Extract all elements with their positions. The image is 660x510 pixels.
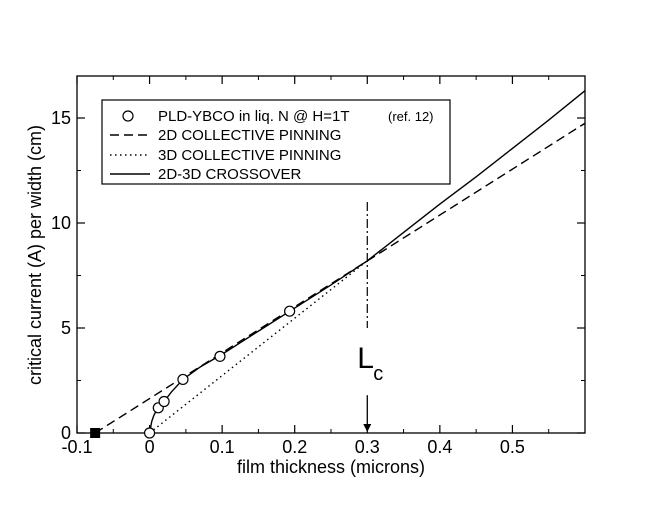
data-point <box>177 373 189 386</box>
crossover-label: L <box>357 342 374 375</box>
legend-label-1: 2D COLLECTIVE PINNING <box>158 127 341 144</box>
crossover-label-sub: c <box>373 363 383 385</box>
legend-ref: (ref. 12) <box>388 109 434 124</box>
data-point <box>214 350 226 362</box>
intercept-marker <box>90 428 101 438</box>
x-axis-label: film thickness (microns) <box>237 457 425 477</box>
x-tick-label: 0.4 <box>427 437 452 457</box>
series-line-1 <box>94 122 586 434</box>
y-tick-label: 10 <box>51 213 71 233</box>
data-point <box>158 395 170 408</box>
legend-marker-0 <box>122 110 134 122</box>
x-tick-label: -0.1 <box>61 437 92 457</box>
y-tick-label: 5 <box>61 318 71 338</box>
legend-label-3: 2D-3D CROSSOVER <box>158 166 302 183</box>
crossover-arrow-head <box>363 424 372 432</box>
legend: PLD-YBCO in liq. N @ H=1T (ref. 12) 2D COL… <box>101 99 451 185</box>
series-line-2 <box>149 260 368 434</box>
y-axis-label: critical current (A) per width (cm) <box>25 125 45 385</box>
x-tick-label: 0.2 <box>282 437 307 457</box>
y-tick-label: 15 <box>51 108 71 128</box>
legend-box <box>101 99 451 185</box>
x-tick-label: 0.5 <box>500 437 525 457</box>
data-point <box>284 305 296 317</box>
legend-label-0: PLD-YBCO in liq. N @ H=1T <box>158 108 350 125</box>
series-layer <box>94 90 586 439</box>
data-point <box>143 427 156 439</box>
x-tick-label: 0.3 <box>355 437 380 457</box>
x-tick-label: 0.1 <box>210 437 235 457</box>
y-tick-label: 0 <box>61 423 71 443</box>
legend-label-2: 3D COLLECTIVE PINNING <box>158 147 341 164</box>
x-tick-label: 0 <box>145 437 155 457</box>
